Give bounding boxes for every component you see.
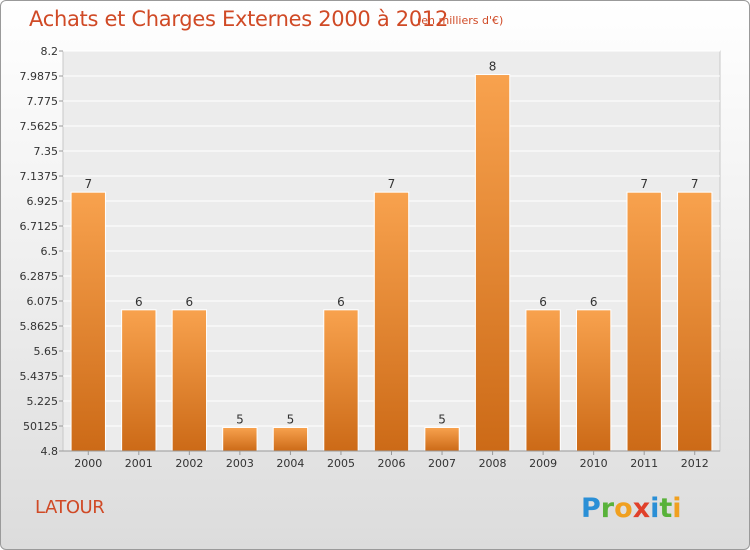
bar-2003: [222, 426, 258, 452]
x-tick-label-2011: 2011: [630, 457, 658, 470]
y-tick-label: 8.2: [41, 45, 59, 58]
y-tick-label: 7.1375: [20, 170, 59, 183]
y-tick-label: 6.2875: [20, 270, 59, 283]
bar-2009: [525, 309, 561, 452]
y-axis: 4.8 50125 5.225 5.4375 5.65 5.8625 6.075 6.2875…: [20, 45, 63, 458]
bar-2012: [677, 191, 713, 452]
y-tick-label: 5.4375: [20, 370, 59, 383]
chart-unit: (en milliers d'€): [417, 14, 504, 27]
data-label-2000: 7: [84, 177, 92, 191]
data-label-2011: 7: [640, 177, 648, 191]
y-tick-label: 50125: [23, 420, 58, 433]
x-tick-label-2009: 2009: [529, 457, 557, 470]
chart-title: Achats et Charges Externes 2000 à 2012: [29, 7, 449, 31]
x-tick-label-2007: 2007: [428, 457, 456, 470]
data-label-2010: 6: [590, 295, 598, 309]
y-tick-label: 6.075: [27, 295, 59, 308]
x-axis: 2000 2001 2002 2003 2004 2005 2006 2007 2008 2009…: [63, 450, 720, 470]
x-tick-label-2000: 2000: [74, 457, 102, 470]
bar-2002: [171, 309, 208, 452]
data-label-2012: 7: [691, 177, 699, 191]
data-label-2004: 5: [287, 412, 295, 426]
y-tick-label: 7.775: [27, 95, 59, 108]
location-label: LATOUR: [35, 497, 105, 518]
x-tick-label-2003: 2003: [226, 457, 254, 470]
bars: 7 6 6 5 5 6 7 5 8 6 6 7 7: [70, 60, 713, 452]
proxiti-logo-text: Proxiti: [581, 493, 682, 524]
bar-2000: [70, 191, 106, 452]
y-tick-label: 6.925: [27, 195, 59, 208]
x-tick-label-2005: 2005: [327, 457, 355, 470]
bar-2008: [474, 74, 511, 452]
data-label-2003: 5: [236, 412, 244, 426]
x-tick-label-2004: 2004: [276, 457, 304, 470]
data-label-2001: 6: [135, 295, 143, 309]
data-label-2008: 8: [489, 60, 497, 74]
y-tick-label: 5.65: [34, 345, 59, 358]
bar-2005: [323, 309, 359, 452]
y-tick-label: 6.7125: [20, 220, 59, 233]
data-label-2007: 5: [438, 412, 446, 426]
data-label-2009: 6: [539, 295, 547, 309]
data-label-2002: 6: [186, 295, 194, 309]
bar-2010: [575, 309, 612, 452]
x-tick-label-2001: 2001: [125, 457, 153, 470]
x-tick-label-2008: 2008: [479, 457, 507, 470]
x-tick-label-2006: 2006: [378, 457, 406, 470]
y-tick-label: 5.8625: [20, 320, 59, 333]
y-tick-label: 7.9875: [20, 70, 59, 83]
x-tick-label-2012: 2012: [681, 457, 709, 470]
bar-2007: [424, 426, 460, 452]
y-tick-label: 7.35: [34, 145, 59, 158]
y-tick-label: 5.225: [27, 395, 59, 408]
y-tick-label: 6.5: [41, 245, 59, 258]
data-label-2006: 7: [388, 177, 396, 191]
bar-2004: [272, 426, 309, 452]
bar-2001: [121, 309, 157, 452]
data-label-2005: 6: [337, 295, 345, 309]
x-tick-label-2010: 2010: [580, 457, 608, 470]
y-tick-label: 7.5625: [20, 120, 59, 133]
bar-2011: [626, 191, 662, 452]
x-tick-label-2002: 2002: [175, 457, 203, 470]
y-tick-label: 4.8: [41, 445, 59, 458]
bar-2006: [373, 191, 410, 452]
proxiti-logo: Proxiti: [581, 493, 682, 524]
